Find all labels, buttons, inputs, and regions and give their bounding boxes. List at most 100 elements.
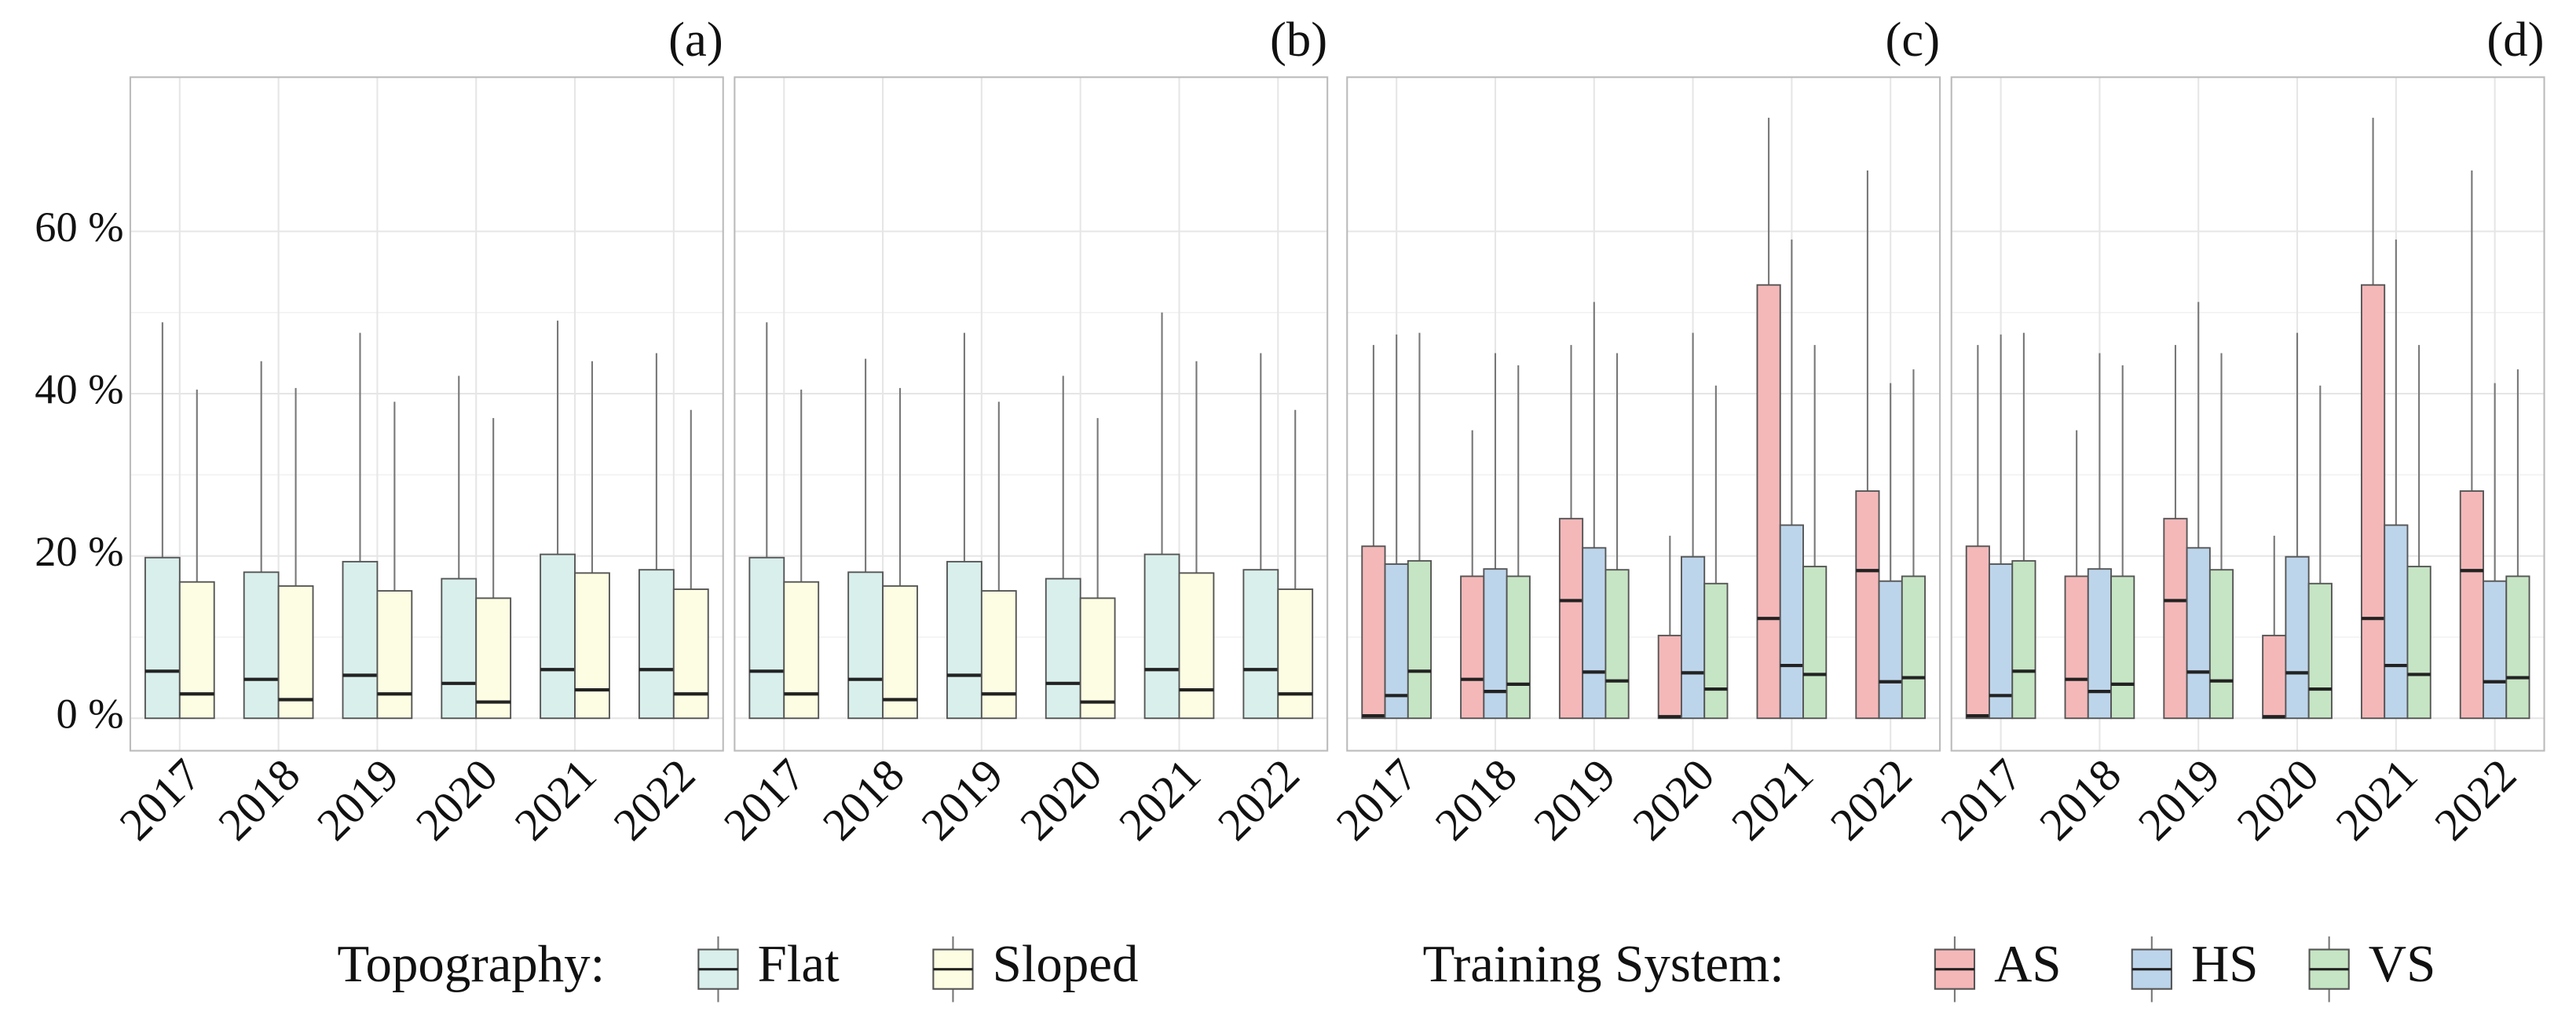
box	[1045, 577, 1081, 720]
box	[441, 577, 478, 720]
box	[882, 585, 918, 720]
y-tick-label: 20 %	[35, 528, 123, 575]
panel-label: (d)	[2486, 12, 2544, 67]
legend-label: HS	[2191, 935, 2259, 993]
box	[1802, 566, 1828, 720]
box	[1681, 555, 1706, 720]
box	[1703, 582, 1729, 720]
box	[1878, 580, 1903, 720]
box	[2307, 582, 2333, 720]
box	[1277, 588, 1314, 720]
box	[144, 556, 181, 720]
box	[2011, 559, 2036, 720]
x-tick-label: 2019	[912, 749, 1013, 850]
x-tick-label: 2020	[2227, 749, 2329, 850]
x-tick-label: 2018	[208, 749, 309, 850]
box	[1178, 572, 1215, 720]
box	[1361, 545, 1386, 720]
x-tick-label: 2020	[1011, 749, 1112, 850]
box	[1407, 559, 1433, 720]
box	[1143, 553, 1180, 720]
box	[376, 590, 413, 720]
box	[540, 553, 576, 720]
box	[1242, 569, 1279, 720]
box	[1079, 597, 1116, 720]
legend-label: Sloped	[993, 935, 1139, 993]
box	[1855, 490, 1880, 720]
x-tick-label: 2017	[110, 749, 211, 850]
x-tick-label: 2017	[1326, 749, 1428, 850]
box	[847, 571, 884, 720]
box	[574, 572, 610, 720]
box	[1989, 563, 2014, 720]
box	[2505, 575, 2530, 720]
x-tick-label: 2018	[813, 749, 914, 850]
box	[783, 581, 820, 720]
box	[2406, 566, 2431, 720]
x-tick-label: 2022	[604, 749, 705, 850]
panel-label: (b)	[1270, 12, 1327, 67]
x-tick-label: 2022	[1820, 749, 1922, 850]
panel-border	[1950, 76, 2545, 752]
box	[178, 581, 215, 720]
panel-border	[734, 76, 1329, 752]
box	[1384, 563, 1409, 720]
x-tick-label: 2018	[2029, 749, 2131, 850]
y-tick-label: 0 %	[56, 691, 123, 738]
panel-background	[130, 77, 723, 751]
legend-label: AS	[1994, 935, 2062, 993]
box	[1965, 545, 1990, 720]
x-tick-label: 2017	[1930, 749, 2032, 850]
box	[2208, 569, 2234, 720]
x-tick-label: 2020	[406, 749, 507, 850]
x-tick-label: 2019	[2128, 749, 2230, 850]
box	[2110, 575, 2135, 720]
panel-border	[129, 76, 724, 752]
box	[748, 556, 785, 720]
panel-background	[1951, 77, 2545, 751]
panel-border	[1346, 76, 1941, 752]
box	[2360, 284, 2386, 720]
x-tick-label: 2019	[307, 749, 408, 850]
x-tick-label: 2019	[1524, 749, 1626, 850]
x-tick-label: 2017	[714, 749, 815, 850]
x-tick-label: 2022	[1208, 749, 1309, 850]
panel-label: (c)	[1885, 12, 1940, 67]
box	[1582, 547, 1607, 720]
box	[1506, 575, 1531, 720]
y-tick-label: 40 %	[35, 366, 123, 413]
box	[2459, 490, 2484, 720]
box	[342, 560, 379, 720]
box	[2163, 518, 2188, 720]
box	[672, 588, 709, 720]
box	[2384, 524, 2409, 720]
box	[2064, 575, 2089, 720]
box	[2262, 634, 2287, 720]
x-tick-label: 2021	[1722, 749, 1823, 850]
box	[1657, 634, 1682, 720]
box	[1483, 568, 1508, 720]
box	[1901, 575, 1927, 720]
box	[1605, 569, 1630, 720]
box	[243, 571, 280, 720]
box	[638, 569, 675, 720]
box	[1460, 575, 1485, 720]
panel-label: (a)	[668, 12, 723, 67]
x-tick-label: 2021	[2326, 749, 2428, 850]
box	[2087, 568, 2113, 720]
panel-background	[734, 77, 1328, 751]
x-tick-label: 2021	[505, 749, 606, 850]
box	[1756, 284, 1781, 720]
box	[980, 590, 1017, 720]
box	[946, 560, 982, 720]
box	[277, 585, 314, 720]
box	[2186, 547, 2211, 720]
box	[2483, 580, 2508, 720]
legend-title: Topography:	[337, 935, 605, 993]
legend-label: Flat	[758, 935, 840, 993]
panel-background	[1347, 77, 1941, 751]
y-tick-label: 60 %	[35, 203, 123, 251]
legend-label: VS	[2369, 935, 2436, 993]
x-tick-label: 2022	[2425, 749, 2527, 850]
